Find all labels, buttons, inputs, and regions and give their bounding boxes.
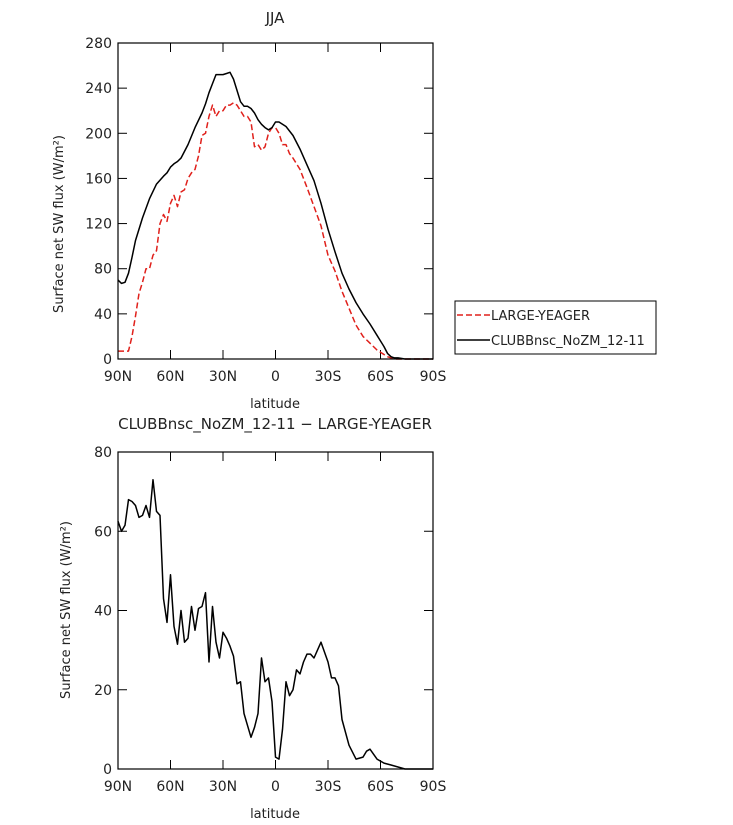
bottom-y-tick-label: 40	[94, 604, 112, 620]
bottom-y-tick-label: 60	[94, 524, 112, 540]
top-y-axis-label: Surface net SW flux (W/m²)	[52, 135, 67, 313]
bottom-x-tick-label: 30N	[209, 779, 237, 795]
top-x-tick-label: 30S	[315, 369, 342, 385]
top-x-tick-label: 90S	[420, 369, 447, 385]
top-x-axis-label: latitude	[250, 397, 300, 412]
bottom-x-axis-label: latitude	[250, 807, 300, 822]
top-x-tick-label: 90N	[104, 369, 132, 385]
bottom-y-tick-label: 0	[103, 762, 112, 778]
legend-label-clubb: CLUBBnsc_NoZM_12-11	[491, 334, 645, 349]
top-y-tick-label: 80	[94, 262, 112, 278]
bottom-chart-title: CLUBBnsc_NoZM_12-11 − LARGE-YEAGER	[118, 415, 432, 434]
top-x-axis-label-wrap: latitude	[250, 397, 300, 412]
legend-label-large-yeager: LARGE-YEAGER	[491, 309, 590, 324]
top-panel: JJA latitude Surface net SW flux (W/m²) …	[52, 9, 446, 412]
top-x-tick-label: 60N	[156, 369, 184, 385]
top-chart-title: JJA	[265, 9, 286, 27]
legend-box	[454, 300, 657, 355]
bottom-panel: CLUBBnsc_NoZM_12-11 − LARGE-YEAGER latit…	[59, 415, 446, 822]
bottom-x-tick-label: 0	[271, 779, 280, 795]
top-x-tick-label: 30N	[209, 369, 237, 385]
legend: LARGE-YEAGER CLUBBnsc_NoZM_12-11	[454, 300, 657, 355]
bottom-x-tick-label: 90S	[420, 779, 447, 795]
top-plot-area: 90N 60N 30N 0 30S 60S 90S 0 40 80 120 160 200 240 280	[85, 36, 446, 385]
top-x-tick-label: 0	[271, 369, 280, 385]
bottom-x-tick-label: 30S	[315, 779, 342, 795]
bottom-series-line-0	[117, 478, 433, 770]
bottom-y-tick-label: 80	[94, 445, 112, 461]
top-y-tick-label: 40	[94, 307, 112, 323]
top-series-line-0	[118, 102, 433, 360]
top-y-tick-label: 120	[85, 217, 112, 233]
bottom-x-tick-label: 90N	[104, 779, 132, 795]
top-y-tick-label: 280	[85, 36, 112, 52]
top-x-tick-label: 60S	[367, 369, 394, 385]
top-y-tick-label: 160	[85, 171, 112, 187]
bottom-plot-frame	[117, 451, 434, 770]
top-plot-frame	[117, 42, 434, 360]
top-y-tick-label: 200	[85, 126, 112, 142]
bottom-x-tick-label: 60N	[156, 779, 184, 795]
bottom-plot-area: 90N 60N 30N 0 30S 60S 90S 0 20 40 60 80	[94, 445, 446, 795]
bottom-y-tick-label: 20	[94, 683, 112, 699]
top-y-tick-label: 0	[103, 352, 112, 368]
bottom-y-axis-label: Surface net SW flux (W/m²)	[59, 521, 74, 699]
top-y-tick-label: 240	[85, 81, 112, 97]
bottom-x-tick-label: 60S	[367, 779, 394, 795]
top-series-line-1	[117, 71, 433, 360]
